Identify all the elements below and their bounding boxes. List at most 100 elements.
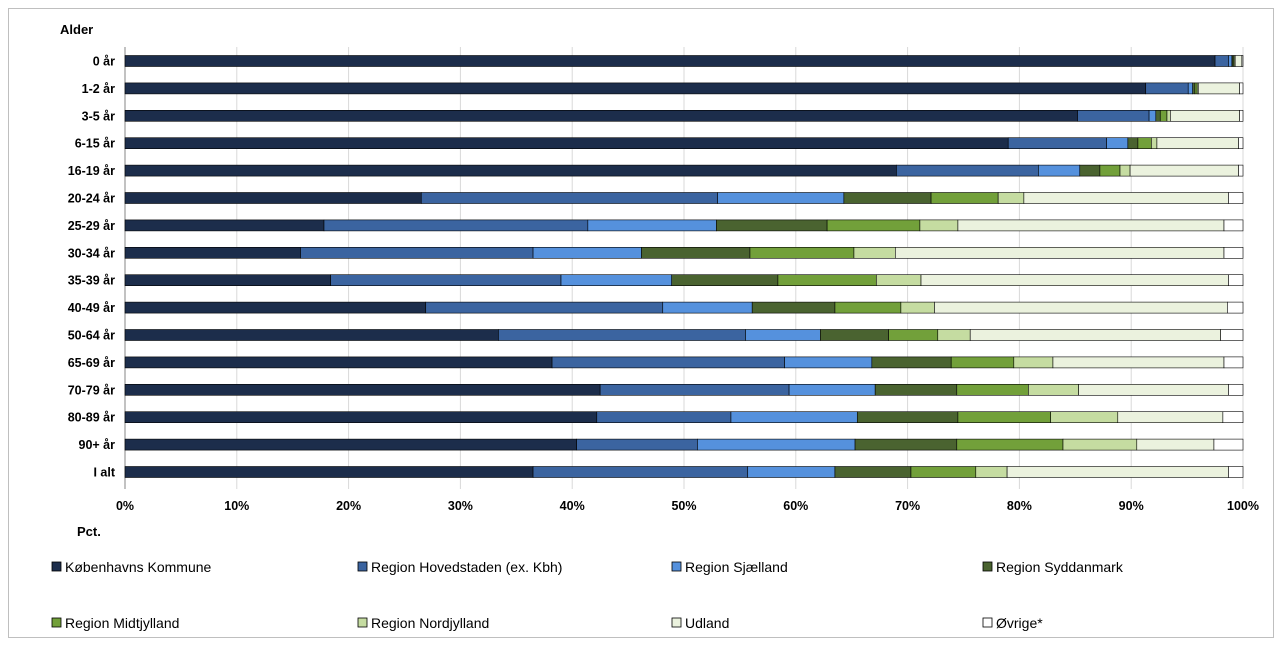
legend-swatch	[357, 561, 368, 572]
bar-segment	[888, 329, 939, 341]
x-tick-label: 100%	[1227, 499, 1259, 513]
bar-segment	[747, 466, 836, 478]
bar-segment	[124, 438, 577, 451]
bar-segment	[124, 82, 1147, 95]
y-tick-label: 30-34 år	[68, 246, 115, 260]
bar-segment	[950, 356, 1015, 369]
x-tick-label: 60%	[783, 499, 808, 513]
bar-segment	[900, 301, 935, 314]
bar-segment	[124, 411, 598, 424]
bar-segment	[1136, 438, 1215, 451]
bar-segment	[1023, 192, 1229, 204]
bar-segment	[124, 247, 301, 259]
bar-segment	[969, 329, 1221, 341]
bar-segment	[874, 383, 958, 396]
bar-segment	[975, 466, 1008, 478]
bar-segment	[871, 356, 952, 369]
bar-segment	[124, 55, 1216, 67]
y-tick-label: 6-15 år	[75, 137, 115, 151]
legend-label: Udland	[685, 615, 729, 631]
bar-segment	[751, 301, 836, 314]
bar-segment	[1079, 164, 1101, 177]
bar-segment	[1241, 55, 1244, 67]
bar-segment	[1006, 466, 1229, 478]
bar-segment	[1223, 356, 1244, 369]
y-tick-label: I alt	[93, 466, 115, 480]
x-tick-label: 20%	[336, 499, 361, 513]
bar-segment	[919, 219, 959, 232]
bar-segment	[1223, 219, 1244, 232]
bar-segment	[1228, 466, 1244, 478]
x-tick-label: 80%	[1007, 499, 1032, 513]
bar-segment	[716, 219, 828, 232]
y-tick-label: 65-69 år	[68, 356, 115, 370]
bar-segment	[875, 274, 922, 287]
bar-segment	[124, 301, 427, 314]
bar-segment	[1228, 274, 1244, 287]
bar-segment	[1151, 137, 1158, 149]
bar-segment	[1228, 192, 1244, 204]
bar-segment	[425, 301, 664, 314]
bar-segment	[956, 383, 1029, 396]
bar-segment	[124, 164, 897, 177]
x-tick-label: 90%	[1119, 499, 1144, 513]
y-tick-label: 3-5 år	[82, 109, 115, 123]
bar-segment	[930, 192, 999, 204]
x-tick-labels: 0% 10% 20% 30% 40% 50% 60% 70% 80% 90% 100%	[116, 499, 1259, 513]
bar-segment	[1099, 164, 1121, 177]
bar-segment	[323, 219, 589, 232]
bar-segment	[1137, 137, 1152, 149]
bar-segment	[330, 274, 562, 287]
bar-segment	[124, 329, 499, 341]
bar-segment	[1187, 82, 1193, 95]
bar-segment	[1119, 164, 1131, 177]
bar-segment	[957, 219, 1225, 232]
bar-segment	[957, 411, 1052, 424]
y-tick-label: 16-19 år	[68, 164, 115, 178]
bar-segment	[1129, 164, 1239, 177]
legend-label: Øvrige*	[996, 615, 1043, 631]
x-tick-label: 30%	[448, 499, 473, 513]
bar-segment	[856, 411, 959, 424]
bar-segment	[1166, 110, 1171, 122]
bar-segment	[124, 383, 601, 396]
bar-segment	[1194, 82, 1198, 95]
legend-label: Region Nordjylland	[371, 615, 489, 631]
bar-segment	[1234, 55, 1243, 67]
bar-segment	[596, 411, 732, 424]
bar-segment	[1238, 137, 1244, 149]
bar-segment	[853, 247, 896, 259]
legend-swatch	[357, 617, 368, 628]
x-tick-label: 10%	[224, 499, 249, 513]
bar-segment	[1159, 110, 1168, 122]
bar-segment	[1106, 137, 1129, 149]
bar-segment	[1192, 82, 1196, 95]
bar-segment	[826, 219, 921, 232]
bar-segment	[1238, 164, 1244, 177]
bar-segment	[1052, 356, 1225, 369]
y-tick-label: 35-39 år	[68, 274, 115, 288]
y-tick-label: 80-89 år	[68, 411, 115, 425]
bar-segment	[671, 274, 779, 287]
bar-segment	[1013, 356, 1054, 369]
bar-segment	[1222, 411, 1244, 424]
bar-segment	[854, 438, 958, 451]
x-tick-label: 70%	[895, 499, 920, 513]
bar-segment	[587, 219, 717, 232]
bar-segment	[834, 301, 902, 314]
y-tick-labels: 0 år 1-2 år 3-5 år 6-15 år 16-19 år 20-24 år 2…	[68, 55, 116, 480]
bars	[124, 55, 1244, 478]
bar-segment	[1228, 55, 1233, 67]
legend: Københavns Kommune Region Hovedstaden (ex…	[51, 559, 1124, 631]
bar-segment	[576, 438, 698, 451]
bar-segment	[1155, 110, 1161, 122]
bar-segment	[1223, 247, 1244, 259]
y-tick-label: 90+ år	[79, 438, 116, 452]
bar-segment	[934, 301, 1228, 314]
bar-segment	[777, 274, 877, 287]
bar-segment	[1127, 137, 1139, 149]
bar-segment	[124, 356, 553, 369]
bar-segment	[1228, 383, 1244, 396]
bar-segment	[1007, 137, 1107, 149]
